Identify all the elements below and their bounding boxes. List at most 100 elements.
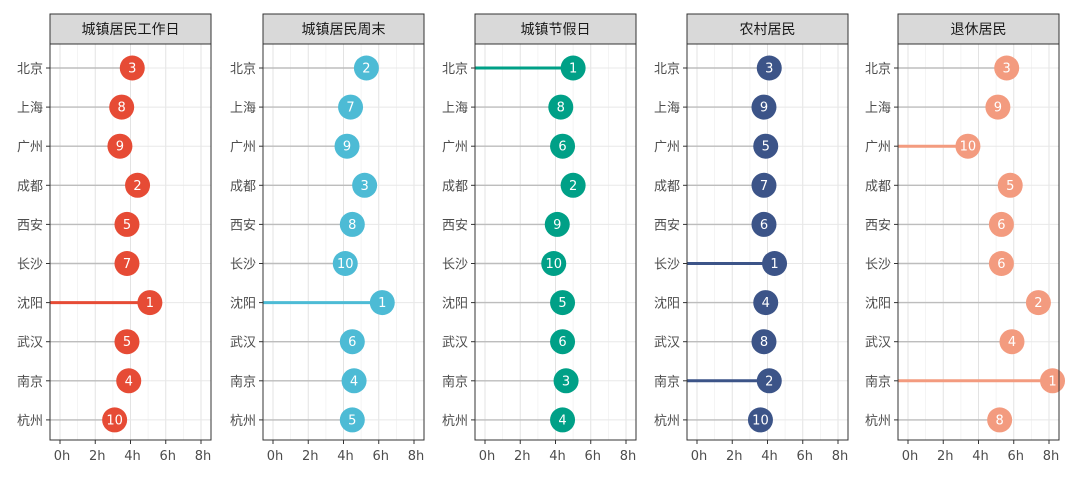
city-label: 成都 xyxy=(865,179,891,194)
lollipop-dot xyxy=(334,133,360,159)
lollipop-dot xyxy=(114,251,140,276)
city-label: 杭州 xyxy=(230,414,256,429)
panel-title: 城镇居民周末 xyxy=(302,22,386,38)
city-label: 上海 xyxy=(654,101,680,116)
lollipop-dot xyxy=(339,211,365,237)
rank-label: 6 xyxy=(997,257,1005,272)
lollipop-dot xyxy=(753,133,779,159)
x-tick-label: 4h xyxy=(124,449,141,464)
rank-label: 8 xyxy=(760,335,768,350)
x-tick-label: 6h xyxy=(372,449,389,464)
lollipop-dot xyxy=(988,211,1014,237)
city-label: 西安 xyxy=(442,218,468,233)
rank-label: 5 xyxy=(558,296,566,311)
lollipop-dot xyxy=(339,329,365,355)
rank-label: 5 xyxy=(123,218,131,233)
lollipop-dot xyxy=(338,94,364,120)
x-tick-label: 2h xyxy=(302,449,319,464)
x-tick-label: 0h xyxy=(479,449,496,464)
x-tick-label: 4h xyxy=(972,449,989,464)
city-label: 长沙 xyxy=(654,258,680,273)
lollipop-dot xyxy=(560,55,586,81)
rank-label: 6 xyxy=(760,218,768,233)
city-label: 杭州 xyxy=(865,414,891,429)
city-label: 成都 xyxy=(442,179,468,194)
rank-label: 5 xyxy=(1006,179,1014,194)
lollipop-dot xyxy=(753,290,779,316)
rank-label: 2 xyxy=(133,179,141,194)
x-tick-label: 0h xyxy=(691,449,708,464)
rank-label: 8 xyxy=(996,413,1004,428)
rank-label: 8 xyxy=(557,101,565,116)
lollipop-dot xyxy=(997,172,1023,198)
lollipop-dot xyxy=(109,94,135,120)
rank-label: 9 xyxy=(553,218,561,233)
x-tick-label: 2h xyxy=(726,449,743,464)
lollipop-dot xyxy=(119,55,145,81)
city-label: 上海 xyxy=(865,101,891,116)
city-label: 沈阳 xyxy=(654,297,680,312)
lollipop-dot xyxy=(756,55,782,81)
rank-label: 6 xyxy=(348,335,356,350)
city-label: 南京 xyxy=(230,374,256,390)
lollipop-dot xyxy=(107,133,133,159)
rank-label: 4 xyxy=(762,296,770,311)
city-label: 北京 xyxy=(654,62,680,77)
city-label: 北京 xyxy=(442,62,468,77)
city-label: 广州 xyxy=(654,140,680,155)
city-label: 广州 xyxy=(230,140,256,155)
panel-title: 城镇居民工作日 xyxy=(82,22,180,38)
lollipop-dot xyxy=(762,251,788,276)
x-tick-label: 6h xyxy=(584,449,601,464)
x-tick-label: 6h xyxy=(796,449,813,464)
x-tick-label: 8h xyxy=(408,449,425,464)
city-label: 长沙 xyxy=(230,258,256,273)
rank-label: 8 xyxy=(118,101,126,116)
rank-label: 9 xyxy=(994,101,1002,116)
city-label: 南京 xyxy=(654,374,680,390)
city-label: 长沙 xyxy=(865,258,891,273)
lollipop-dot xyxy=(341,368,367,394)
city-label: 上海 xyxy=(230,101,256,116)
city-label: 南京 xyxy=(17,374,43,390)
rank-label: 4 xyxy=(558,413,566,428)
rank-label: 1 xyxy=(770,257,778,272)
rank-label: 3 xyxy=(361,179,369,194)
city-label: 成都 xyxy=(17,179,43,194)
x-tick-label: 0h xyxy=(54,449,71,464)
city-label: 沈阳 xyxy=(230,297,256,312)
city-label: 上海 xyxy=(442,101,468,116)
x-tick-label: 0h xyxy=(902,449,919,464)
rank-label: 3 xyxy=(1003,62,1011,77)
lollipop-dot xyxy=(747,407,773,433)
city-label: 武汉 xyxy=(17,336,43,351)
city-label: 武汉 xyxy=(230,336,256,351)
rank-label: 2 xyxy=(765,374,773,389)
rank-label: 6 xyxy=(558,140,566,155)
city-label: 北京 xyxy=(230,62,256,77)
rank-label: 2 xyxy=(1034,296,1042,311)
rank-label: 7 xyxy=(346,101,354,116)
city-label: 西安 xyxy=(17,218,43,233)
lollipop-dot xyxy=(550,133,576,159)
x-tick-label: 2h xyxy=(514,449,531,464)
lollipop-dot xyxy=(751,211,777,237)
city-label: 西安 xyxy=(230,218,256,233)
x-tick-label: 8h xyxy=(1043,449,1060,464)
rank-label: 2 xyxy=(362,62,370,77)
lollipop-dot xyxy=(985,94,1011,120)
city-label: 南京 xyxy=(442,374,468,390)
city-label: 西安 xyxy=(654,218,680,233)
city-label: 沈阳 xyxy=(865,297,891,312)
lollipop-dot xyxy=(544,211,570,237)
x-tick-label: 8h xyxy=(620,449,637,464)
x-tick-label: 6h xyxy=(159,449,176,464)
x-tick-label: 4h xyxy=(337,449,354,464)
x-tick-label: 6h xyxy=(1007,449,1024,464)
lollipop-dot xyxy=(548,94,574,120)
rank-label: 7 xyxy=(123,257,131,272)
